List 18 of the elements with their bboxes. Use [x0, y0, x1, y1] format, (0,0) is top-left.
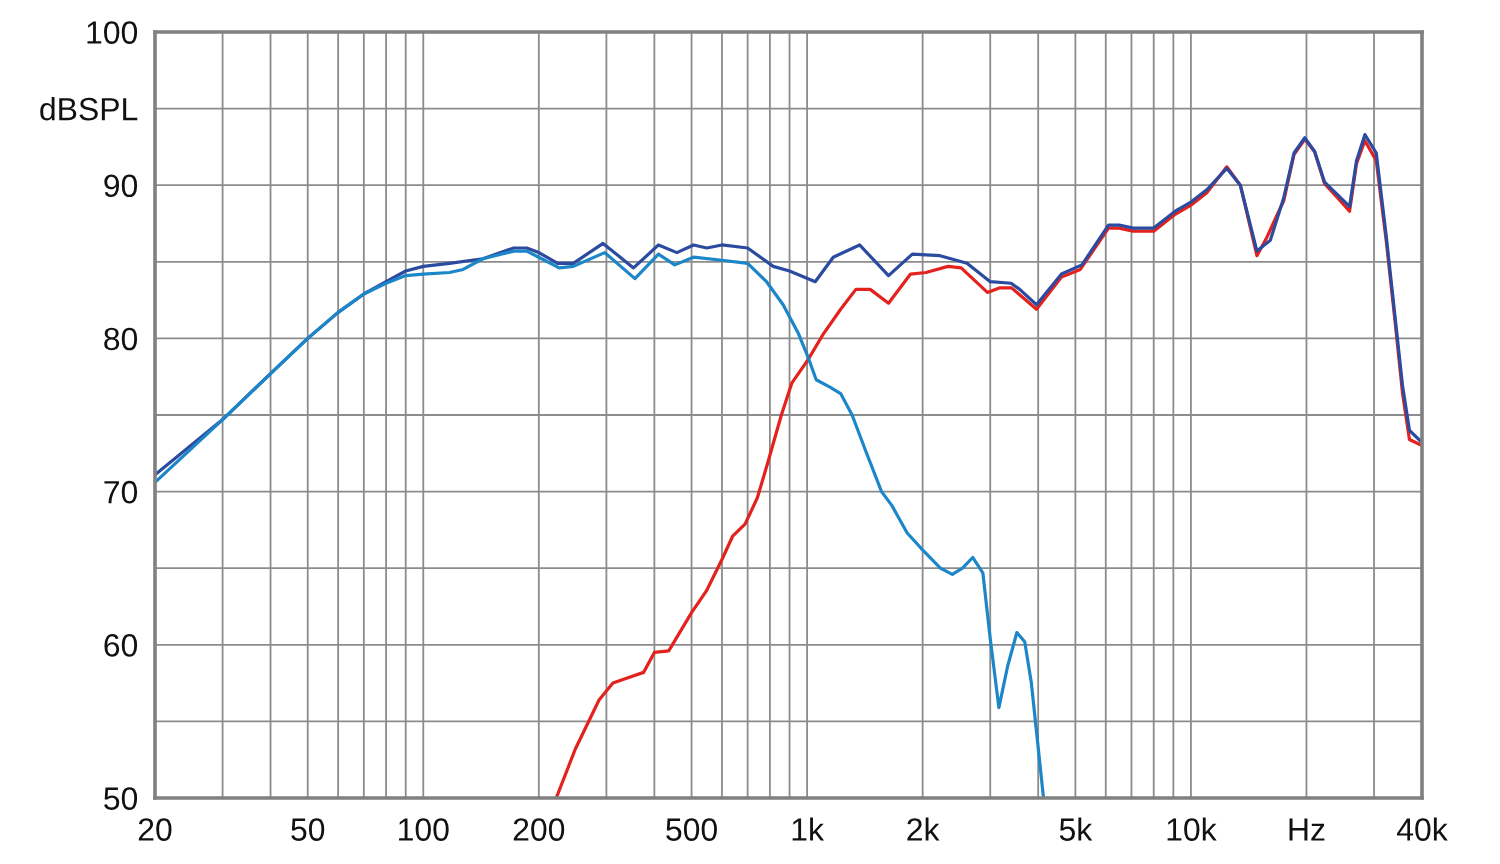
- x-tick-label: 10k: [1167, 817, 1217, 841]
- y-tick-label: 60: [104, 634, 138, 657]
- y-tick-label: 50: [104, 787, 138, 810]
- x-tick-label: 5k: [1059, 817, 1093, 841]
- x-tick-label: 2k: [907, 817, 940, 841]
- y-tick-label: dBSPL: [40, 97, 138, 121]
- x-tick-label: 1k: [792, 817, 825, 841]
- y-tick-label: 80: [104, 327, 138, 351]
- x-tick-label: 500: [666, 818, 717, 841]
- x-tick-label: 200: [513, 818, 565, 841]
- y-tick-label: 70: [104, 480, 138, 504]
- x-tick-label: 40k: [1396, 817, 1448, 841]
- x-tick-label: 20: [138, 818, 172, 841]
- x-tick-label: Hz: [1289, 818, 1325, 841]
- y-tick-label: 90: [104, 174, 138, 198]
- y-tick-label: 100: [87, 21, 138, 44]
- x-tick-label: 50: [291, 818, 325, 841]
- x-tick-label: 100: [399, 818, 449, 841]
